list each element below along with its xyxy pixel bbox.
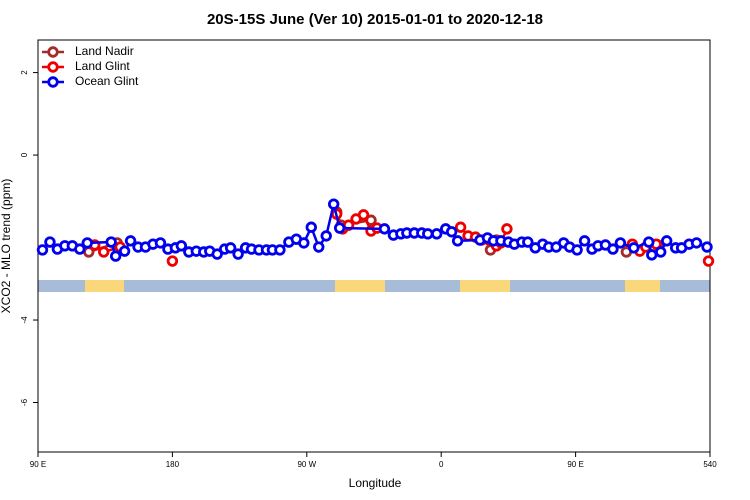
y-tick-label: 0 <box>20 152 29 157</box>
x-tick-label: 0 <box>439 460 444 469</box>
data-point <box>224 242 237 254</box>
chart-title: 20S-15S June (Ver 10) 2015-01-01 to 2020… <box>207 11 543 28</box>
data-point <box>124 235 137 247</box>
data-point <box>571 244 583 256</box>
x-tick-label: 90 E <box>567 460 583 469</box>
data-point <box>327 198 340 210</box>
data-point <box>643 236 655 248</box>
land-band <box>460 280 510 292</box>
data-point <box>109 250 122 262</box>
data-point <box>81 237 93 249</box>
legend-label: Ocean Glint <box>75 74 139 88</box>
data-point <box>44 236 56 248</box>
data-point <box>298 237 310 249</box>
data-point <box>646 249 658 261</box>
data-point <box>365 214 377 226</box>
land-band <box>85 280 124 292</box>
x-axis-label: Longitude <box>349 476 402 490</box>
legend-marker <box>47 61 59 73</box>
x-tick-label: 90 W <box>297 460 316 469</box>
data-point <box>628 242 640 254</box>
data-point <box>655 246 667 258</box>
data-point <box>501 223 513 235</box>
data-point <box>614 237 627 249</box>
data-point <box>701 241 713 253</box>
data-point <box>702 255 715 267</box>
x-tick-label: 180 <box>166 460 180 469</box>
legend-marker <box>47 76 59 88</box>
x-tick-label: 90 E <box>30 460 46 469</box>
data-point <box>105 236 117 248</box>
data-point <box>690 237 703 249</box>
land-mask <box>38 280 710 292</box>
data-point <box>607 243 619 255</box>
data-point <box>333 222 346 234</box>
data-point <box>166 255 179 267</box>
data-point <box>98 246 110 258</box>
data-point <box>320 230 332 242</box>
data-point <box>578 235 591 247</box>
data-point <box>211 248 223 260</box>
data-point <box>232 248 244 260</box>
legend-label: Land Glint <box>75 59 130 73</box>
data-point <box>431 228 443 240</box>
data-point <box>660 235 673 247</box>
data-point <box>175 240 188 252</box>
data-point <box>378 223 391 235</box>
legend-label: Land Nadir <box>75 44 134 58</box>
data-point <box>454 221 467 233</box>
data-point <box>451 235 464 247</box>
data-point <box>445 226 458 238</box>
data-point <box>305 221 317 233</box>
y-tick-label: -4 <box>20 316 29 324</box>
data-point <box>274 244 286 256</box>
y-tick-label: -6 <box>20 398 29 406</box>
data-point <box>422 228 434 240</box>
data-point <box>74 243 86 255</box>
legend-marker <box>47 46 59 58</box>
y-tick-label: 2 <box>20 70 29 75</box>
land-band <box>625 280 660 292</box>
data-point <box>357 209 370 221</box>
data-point <box>522 236 534 248</box>
data-point <box>154 237 167 249</box>
data-point <box>118 245 131 257</box>
data-point <box>36 244 49 256</box>
x-tick-label: 540 <box>703 460 717 469</box>
land-band <box>335 280 385 292</box>
data-point <box>313 241 325 253</box>
y-axis-label: XCO2 - MLO trend (ppm) <box>0 179 13 314</box>
